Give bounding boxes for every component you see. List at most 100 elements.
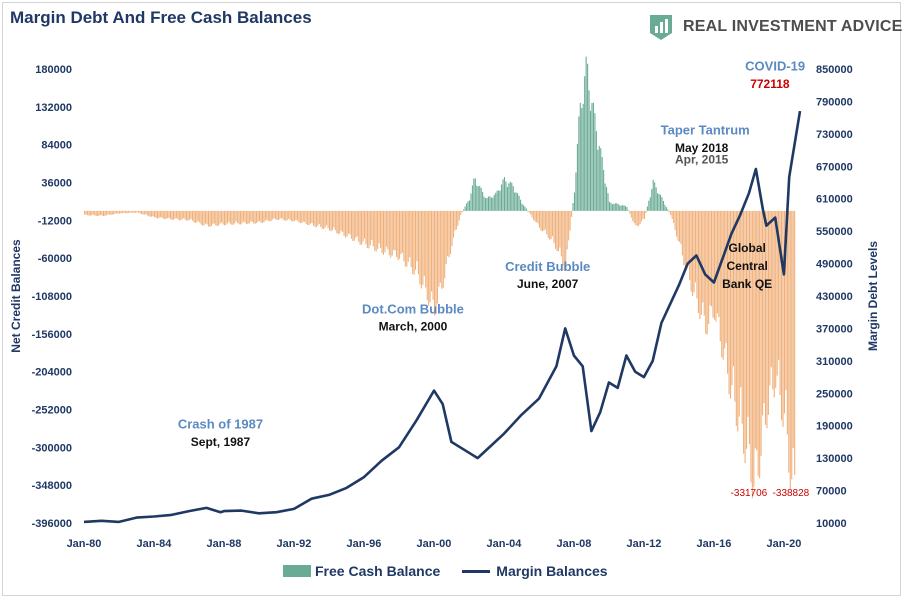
free-cash-bar <box>554 211 555 243</box>
free-cash-bar <box>271 211 272 221</box>
margin-balance-line <box>84 111 800 522</box>
free-cash-bar <box>384 211 385 252</box>
free-cash-bar <box>266 211 267 220</box>
free-cash-bar <box>449 211 450 257</box>
free-cash-bar <box>492 198 493 211</box>
free-cash-bar <box>462 211 463 212</box>
free-cash-bar <box>672 211 673 219</box>
free-cash-bar <box>276 211 277 220</box>
free-cash-bar <box>626 207 627 211</box>
free-cash-bar <box>239 211 240 224</box>
free-cash-bar <box>310 211 311 224</box>
free-cash-bar <box>718 211 719 317</box>
chart-annotation: Bank QE <box>722 277 772 291</box>
free-cash-bar <box>465 206 466 210</box>
free-cash-bar <box>527 211 528 212</box>
free-cash-bar <box>361 211 362 245</box>
free-cash-bar <box>788 211 789 473</box>
free-cash-bar <box>768 211 769 415</box>
free-cash-bar <box>176 211 177 218</box>
free-cash-bar <box>174 211 175 219</box>
y-tick-label: -300000 <box>32 442 72 454</box>
free-cash-bar <box>211 211 212 226</box>
free-cash-bar <box>167 211 168 218</box>
free-cash-bar <box>502 179 503 210</box>
x-tick-label: Jan-20 <box>766 538 801 550</box>
free-cash-bar <box>513 186 514 211</box>
free-cash-bar <box>530 211 531 215</box>
free-cash-bar <box>497 191 498 211</box>
free-cash-bar <box>236 211 237 221</box>
free-cash-bar <box>412 211 413 274</box>
y2-tick-label: 250000 <box>816 388 853 400</box>
free-cash-bar <box>252 211 253 222</box>
free-cash-bar <box>206 211 207 225</box>
free-cash-bar <box>501 184 502 210</box>
y-tick-label: -204000 <box>32 367 72 379</box>
free-cash-bar <box>488 197 489 211</box>
free-cash-bar <box>692 211 693 296</box>
free-cash-bar <box>233 211 234 225</box>
free-cash-bar <box>125 211 126 213</box>
free-cash-bar <box>387 211 388 249</box>
free-cash-bar <box>680 211 681 244</box>
free-cash-bar <box>615 203 616 211</box>
legend-label-margin: Margin Balances <box>496 563 607 579</box>
free-cash-bar <box>634 211 635 223</box>
chart-annotation: 772118 <box>750 77 790 91</box>
free-cash-bar <box>281 211 282 218</box>
free-cash-bar <box>714 211 715 320</box>
free-cash-bar <box>225 211 226 225</box>
free-cash-bar <box>120 211 121 214</box>
free-cash-bar <box>682 211 683 255</box>
free-cash-bar <box>535 211 536 222</box>
free-cash-bar <box>440 211 441 283</box>
free-cash-bar <box>676 211 677 237</box>
free-cash-bar <box>663 201 664 211</box>
legend-label-free-cash: Free Cash Balance <box>315 563 440 579</box>
free-cash-bar <box>450 211 451 254</box>
free-cash-bar <box>641 211 642 222</box>
free-cash-bar <box>260 211 261 223</box>
free-cash-bar <box>552 211 553 236</box>
free-cash-bar <box>352 211 353 241</box>
y-tick-label: 180000 <box>35 64 72 76</box>
free-cash-bar <box>402 211 403 253</box>
free-cash-bar <box>406 211 407 267</box>
free-cash-bar <box>782 211 783 427</box>
free-cash-bar <box>695 211 696 282</box>
free-cash-bar <box>397 211 398 260</box>
free-cash-bar <box>272 211 273 220</box>
free-cash-bar <box>249 211 250 223</box>
free-cash-bar <box>683 211 684 265</box>
free-cash-bar <box>693 211 694 292</box>
chart-annotation: -338828 <box>773 488 810 499</box>
free-cash-bar <box>489 196 490 210</box>
free-cash-bar <box>256 211 257 223</box>
free-cash-bar <box>224 211 225 225</box>
y2-tick-label: 70000 <box>816 486 847 498</box>
free-cash-bar <box>134 211 135 213</box>
free-cash-bar <box>309 211 310 225</box>
free-cash-bar <box>307 211 308 225</box>
free-cash-bar <box>791 211 792 480</box>
y2-tick-label: 490000 <box>816 259 853 271</box>
free-cash-bar <box>793 211 794 448</box>
free-cash-bar <box>136 211 137 213</box>
free-cash-bar <box>304 211 305 222</box>
free-cash-bar <box>478 186 479 211</box>
free-cash-bar <box>170 211 171 219</box>
free-cash-bar <box>574 193 575 211</box>
y2-tick-label: 670000 <box>816 161 853 173</box>
free-cash-bar <box>342 211 343 232</box>
x-tick-label: Jan-12 <box>626 538 661 550</box>
free-cash-bar <box>454 211 455 231</box>
free-cash-bar <box>521 204 522 211</box>
free-cash-bar <box>711 211 712 307</box>
free-cash-bar <box>141 211 142 214</box>
free-cash-bar <box>549 211 550 240</box>
free-cash-bar <box>138 211 139 213</box>
free-cash-bar <box>594 113 595 211</box>
free-cash-bar <box>349 211 350 234</box>
free-cash-bar <box>161 211 162 218</box>
